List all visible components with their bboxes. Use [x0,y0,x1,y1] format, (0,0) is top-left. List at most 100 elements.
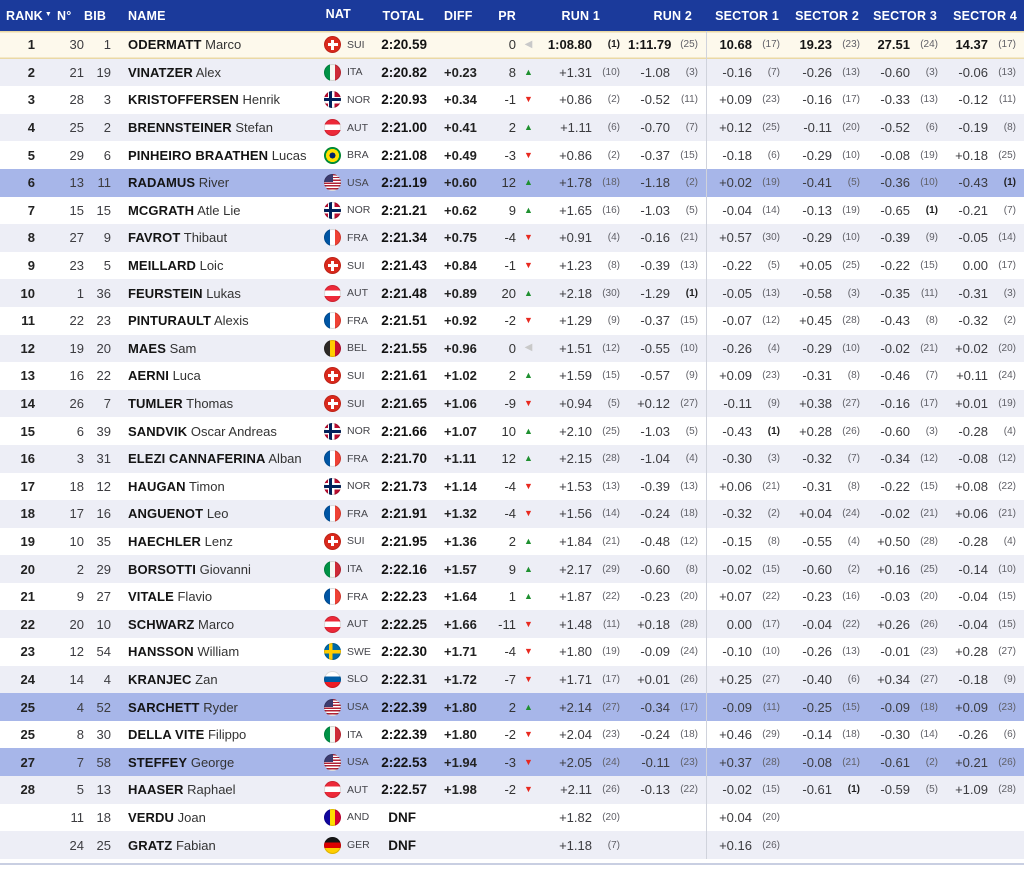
total-cell: 2:21.95 [381,533,427,549]
intermediate-rank: (26) [762,839,780,851]
column-header-name[interactable]: NAME [128,8,166,23]
result-row[interactable]: 18 17 16 ANGUENOT Leo FRA 2:21.91 +1.32 -4 ▼ +1.5… [0,500,1024,528]
result-row[interactable]: 25 4 52 SARCHETT Ryder USA 2:22.39 +1.80 2 ▲ +2.1… [0,693,1024,721]
column-header-sector1[interactable]: SECTOR 1 [715,8,779,23]
intermediate-rank: (20) [920,591,938,603]
result-row[interactable]: 28 5 13 HAASER Raphael AUT 2:22.57 +1.98 -2 ▼ +2.… [0,776,1024,804]
time-value: -0.16 [640,230,670,246]
nation-cell: AUT [316,284,380,302]
nation-code: SUI [347,369,365,382]
result-row[interactable]: 22 20 10 SCHWARZ Marco AUT 2:22.25 +1.66 -11 ▼ +1… [0,610,1024,639]
run1-cell: +2.05 (24) [536,748,628,776]
sector4-cell: +0.11 (24) [946,362,1024,390]
result-row[interactable]: 17 18 12 HAUGAN Timon NOR 2:21.73 +1.14 -4 ▼ +1.5… [0,472,1024,501]
athlete-last-name: MCGRATH [128,202,195,218]
time-value: +1.31 [559,64,592,80]
result-row[interactable]: 3 28 3 KRISTOFFERSEN Henrik NOR 2:20.93 +0.34-… [0,86,1024,114]
athlete-first-name: Luca [172,368,201,384]
column-header-rank[interactable]: RANK ▼ [0,9,52,23]
result-row[interactable]: 15 6 39 SANDVIK Oscar Andreas NOR 2:21.66 +1.0… [0,417,1024,445]
sector1-cell: -0.26 (4) [706,334,788,363]
column-header-sector4[interactable]: SECTOR 4 [953,8,1017,23]
position-up-icon: ▲ [524,177,533,188]
result-row[interactable]: 19 10 35 HAECHLER Lenz SUI 2:21.95 +1.36 2 ▲ +1.8… [0,527,1024,556]
intermediate-rank: (12) [998,453,1016,465]
nor-flag-icon [324,91,341,109]
athlete-first-name: Raphael [187,782,236,798]
position-change-value: -4 [504,478,516,494]
diff-cell: +0.96 [444,340,477,356]
result-row[interactable]: 11 22 23 PINTURAULT Alexis FRA 2:21.51 +0.92 -2… [0,306,1024,335]
name-cell: ODERMATT Marco [114,37,316,52]
result-row[interactable]: 20 2 29 BORSOTTI Giovanni ITA 2:22.16 +1.57 9 ▲ +… [0,555,1024,583]
time-value: -0.11 [803,120,832,136]
result-row[interactable]: 23 12 54 HANSSON William SWE 2:22.30 +1.71 -4 ▼ +… [0,638,1024,666]
result-row[interactable]: 11 18 VERDU Joan AND DNF +1.82 (20) +0.04 (20) [0,803,1024,832]
position-change-value: 2 [508,120,516,136]
name-cell: KRISTOFFERSEN Henrik [114,92,316,107]
nation-code: AUT [347,783,368,796]
column-header-sector3[interactable]: SECTOR 3 [873,8,937,23]
result-row[interactable]: 12 19 20 MAES Sam BEL 2:21.55 +0.96 0 ◀ +1.51 (12)… [0,334,1024,363]
column-header-run1[interactable]: RUN 1 [561,8,600,23]
athlete-first-name: Timon [189,478,225,494]
time-value: -0.24 [640,506,670,522]
rank-cell: 6 [27,175,35,191]
sector3-cell: -0.43 (8) [868,307,946,335]
rank-cell: 17 [20,478,35,494]
result-row[interactable]: 10 1 36 FEURSTEIN Lukas AUT 2:21.48 +0.89 20 ▲ +2… [0,279,1024,307]
sector3-cell: -0.52 (6) [868,114,946,142]
sector3-cell: -0.60 (3) [868,417,946,445]
result-row[interactable]: 25 8 30 DELLA VITE Filippo ITA 2:22.39 +1.80 -2… [0,720,1024,749]
start-order-cell: 5 [76,782,84,798]
position-change-cell: 12 ▲ [490,445,536,473]
column-header-total[interactable]: TOTAL [382,8,424,23]
time-value: -0.08 [880,147,910,163]
sector3-cell: +0.16 (25) [868,555,946,583]
result-row[interactable]: 7 15 15 MCGRATH Atle Lie NOR 2:21.21 +0.62 9 ▲ +1… [0,196,1024,225]
result-row[interactable]: 24 14 4 KRANJEC Zan SLO 2:22.31 +1.72 -7 ▼ +1.71(… [0,665,1024,694]
intermediate-rank: (15) [602,370,620,382]
intermediate-rank: (5) [685,204,698,216]
result-row[interactable]: 27 7 58 STEFFEY George USA 2:22.53 +1.94 -3 ▼ +2.… [0,748,1024,777]
time-value: +2.05 [559,754,592,770]
sector1-cell: 10.68 (17) [706,31,788,59]
position-up-icon: ▲ [524,701,533,712]
result-row[interactable]: 8 27 9 FAVROT Thibaut FRA 2:21.34 +0.75 -4 ▼ +0.9… [0,224,1024,252]
result-row[interactable]: 6 13 11 RADAMUS River USA 2:21.19 +0.60 12 ▲ +1.7… [0,168,1024,197]
result-row[interactable]: 1 30 1 ODERMATT Marco SUI 2:20.59 0 ◀ 1:08.80 (1)… [0,31,1024,59]
time-value: -0.37 [640,147,670,163]
result-row[interactable]: 24 25 GRATZ Fabian GER DNF +1.18 (7) +0.16 (26) [0,831,1024,859]
column-header-bib[interactable]: BIB [84,8,107,23]
column-header-diff[interactable]: DIFF [444,8,473,23]
sector4-cell: -0.32 (2) [946,307,1024,335]
result-row[interactable]: 16 3 31 ELEZI CANNAFERINA Alban FRA 2:21.70 +1… [0,444,1024,473]
sector2-cell: -0.31 (8) [788,473,868,501]
total-cell: 2:21.48 [381,285,427,301]
column-header-nat[interactable]: NAT [316,7,380,24]
result-row[interactable]: 5 29 6 PINHEIRO BRAATHEN Lucas BRA 2:21.08 +0.… [0,141,1024,169]
bib-cell: 5 [103,258,111,274]
column-header-run2[interactable]: RUN 2 [653,8,692,23]
column-header-sector2[interactable]: SECTOR 2 [795,8,859,23]
start-order-cell: 8 [76,727,84,743]
result-row[interactable]: 4 25 2 BRENNSTEINER Stefan AUT 2:21.00 +0.41 2 ▲… [0,113,1024,142]
intermediate-rank: (29) [602,563,620,575]
time-value: +0.18 [955,147,988,163]
result-row[interactable]: 13 16 22 AERNI Luca SUI 2:21.61 +1.02 2 ▲ +1.59 (1… [0,362,1024,390]
rank-cell: 27 [20,754,35,770]
result-row[interactable]: 14 26 7 TUMLER Thomas SUI 2:21.65 +1.06 -9 ▼ +0.9… [0,389,1024,418]
bib-cell: 16 [96,506,111,522]
result-row[interactable]: 21 9 27 VITALE Flavio FRA 2:22.23 +1.64 1 ▲ +1.87… [0,582,1024,611]
time-value: +0.11 [956,368,988,384]
column-header-pr[interactable]: PR [498,8,516,23]
sector1-cell: +0.02 (19) [706,168,788,197]
total-cell: 2:22.39 [381,699,427,715]
nation-cell: FRA [316,450,380,468]
position-change-cell [490,804,536,832]
start-order-cell: 9 [76,589,84,605]
result-row[interactable]: 2 21 19 VINATZER Alex ITA 2:20.82 +0.23 8 ▲ +1.31… [0,58,1024,87]
nation-code: AND [347,811,370,824]
column-header-start-number[interactable]: N° [57,8,72,23]
result-row[interactable]: 9 23 5 MEILLARD Loic SUI 2:21.43 +0.84 -1 ▼ +1.23… [0,251,1024,280]
